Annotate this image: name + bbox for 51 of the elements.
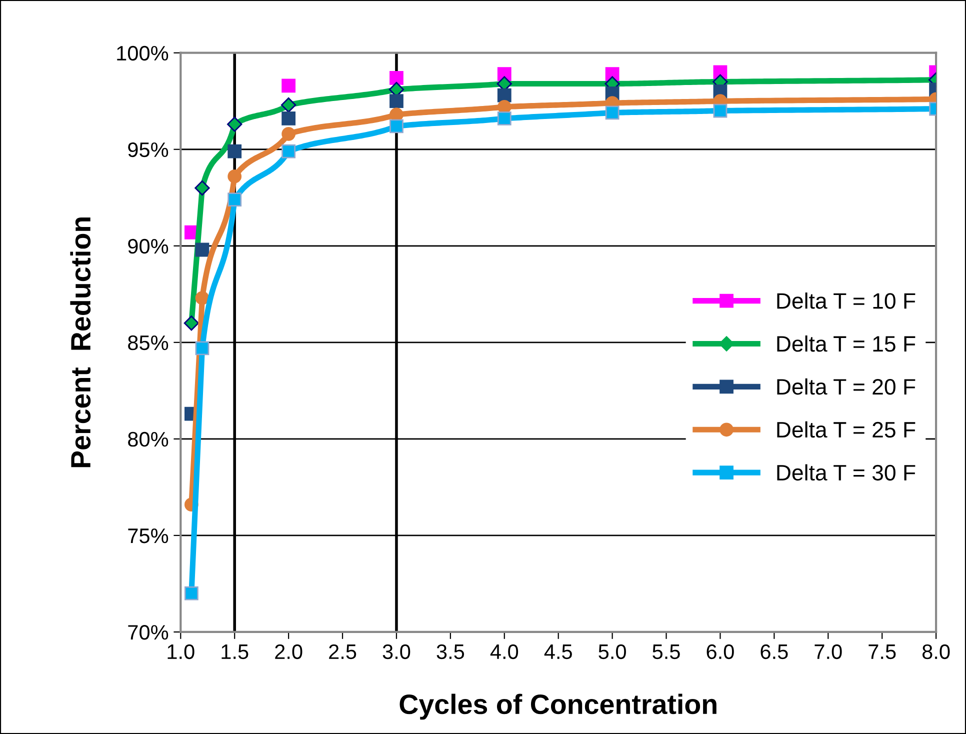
x-tick-label: 1.0 bbox=[168, 644, 194, 660]
x-tick-label: 5.5 bbox=[652, 644, 680, 660]
x-tick-label: 7.5 bbox=[868, 644, 896, 660]
x-tick-label: 4.5 bbox=[544, 644, 572, 660]
point bbox=[184, 316, 200, 331]
point bbox=[497, 88, 512, 102]
point bbox=[282, 112, 296, 126]
x-tick-label: 2.0 bbox=[275, 644, 302, 660]
point bbox=[280, 97, 296, 113]
x-tick-label: 1.5 bbox=[222, 644, 248, 660]
point bbox=[195, 291, 210, 305]
legend-label: Delta T = 30 F bbox=[777, 464, 916, 481]
y-tick-label: 85% bbox=[128, 335, 168, 350]
x-tick-label: 3.5 bbox=[436, 644, 464, 660]
y-tick-label: 80% bbox=[128, 432, 168, 447]
point bbox=[194, 180, 210, 196]
point bbox=[390, 94, 404, 108]
point bbox=[195, 242, 210, 257]
legend-label: Delta T = 15 F bbox=[777, 335, 916, 352]
point bbox=[282, 144, 296, 158]
point bbox=[282, 78, 296, 93]
point bbox=[228, 144, 242, 158]
point bbox=[228, 169, 242, 184]
y-tick-label: 100% bbox=[117, 46, 168, 61]
x-tick-label: 5.0 bbox=[598, 644, 626, 660]
x-tick-label: 6.5 bbox=[760, 644, 788, 660]
x-tick-label: 8.0 bbox=[922, 644, 950, 660]
point bbox=[195, 341, 210, 356]
x-tick-label: 4.0 bbox=[490, 644, 518, 660]
y-axis-title: Percent Reduction bbox=[70, 218, 91, 468]
y-tick-label: 95% bbox=[128, 142, 168, 158]
point bbox=[605, 106, 620, 120]
point bbox=[228, 192, 242, 207]
point bbox=[390, 119, 404, 134]
legend-label: Delta T = 20 F bbox=[777, 378, 916, 395]
x-tick-label: 2.5 bbox=[329, 644, 356, 660]
point bbox=[184, 586, 198, 600]
x-tick-label: 6.0 bbox=[706, 644, 734, 660]
point bbox=[227, 116, 242, 132]
x-tick-label: 7.0 bbox=[814, 644, 842, 660]
point bbox=[497, 112, 512, 126]
legend-label: Delta T = 25 F bbox=[777, 421, 916, 438]
legend-label: Delta T = 10 F bbox=[777, 292, 916, 309]
point bbox=[282, 126, 296, 141]
point bbox=[390, 71, 404, 85]
y-tick-label: 70% bbox=[128, 624, 168, 640]
x-axis-title: Cycles of Concentration bbox=[400, 694, 716, 720]
point bbox=[713, 104, 728, 118]
y-tick-label: 90% bbox=[128, 238, 168, 254]
x-tick-label: 3.0 bbox=[382, 644, 410, 660]
y-tick-label: 75% bbox=[128, 528, 168, 544]
